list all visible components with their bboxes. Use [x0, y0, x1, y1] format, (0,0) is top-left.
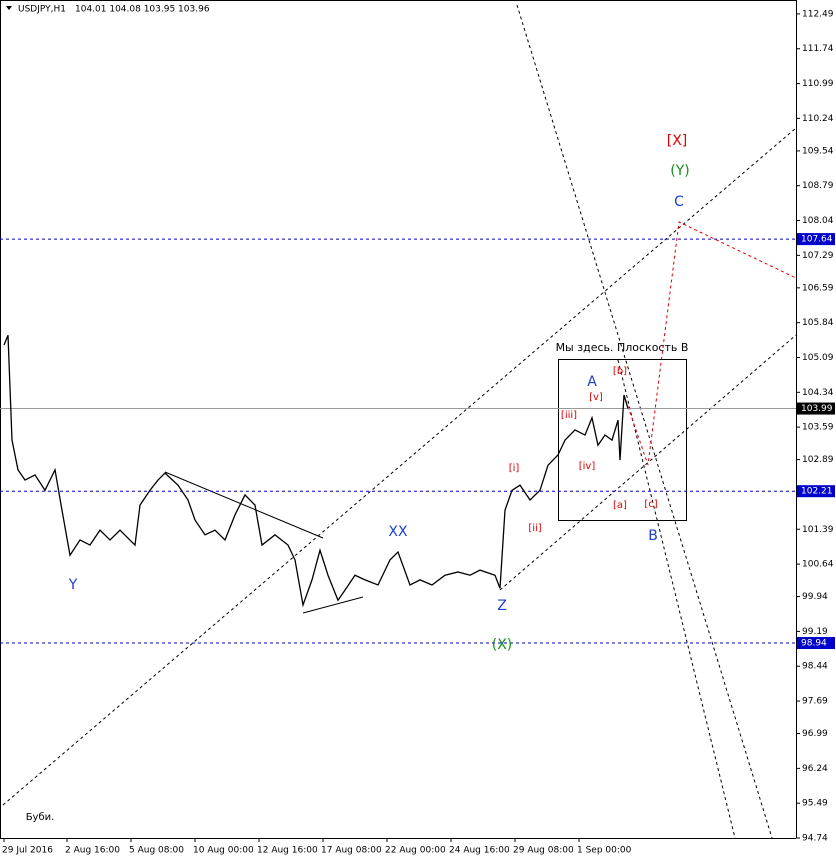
x-tick-label: 29 Aug 08:00 — [513, 846, 574, 856]
projection — [623, 221, 797, 466]
y-tick-label: 108.04 — [802, 216, 834, 226]
y-tick-label: 111.74 — [802, 44, 834, 54]
y-tick-label: 99.19 — [802, 627, 828, 637]
price-line — [3, 334, 629, 608]
icon — [6, 6, 12, 10]
y-tick-label: 108.79 — [802, 181, 834, 191]
x-tick-label: 1 Sep 00:00 — [577, 846, 632, 856]
trend-line — [617, 359, 736, 839]
y-tick-label: 99.94 — [802, 592, 828, 602]
level-tag — [797, 637, 835, 650]
level-label: 102.21 — [801, 487, 833, 497]
y-tick-label: 101.39 — [802, 525, 834, 535]
x-tick-label: 5 Aug 08:00 — [129, 846, 184, 856]
triangle-line — [164, 471, 324, 539]
wave-label: [iv] — [579, 461, 596, 472]
wave-label: Z — [497, 598, 507, 614]
x-tick-label: 2 Aug 16:00 — [65, 846, 120, 856]
ohlc: 104.01 104.08 103.95 103.96 — [75, 5, 210, 15]
y-tick-label: 112.49 — [802, 9, 834, 19]
y-tick-label: 100.64 — [802, 560, 834, 570]
y-tick-label: 95.49 — [802, 799, 828, 809]
y-tick-label: 94.74 — [802, 834, 828, 844]
y-tick-label: 110.24 — [802, 114, 834, 124]
wave-label: [ii] — [528, 523, 541, 534]
y-tick-label: 102.89 — [802, 455, 834, 465]
wave-label: C — [674, 194, 684, 210]
y-tick-label: 96.99 — [802, 729, 828, 739]
y-tick-label: 96.24 — [802, 764, 828, 774]
level-tag — [797, 402, 835, 415]
level-tag — [797, 233, 835, 246]
wave-label: A — [587, 374, 597, 390]
y-tick-label: 105.09 — [802, 353, 834, 363]
box — [558, 359, 687, 521]
wave-label: [c] — [644, 499, 657, 510]
y-tick-label: 104.34 — [802, 388, 834, 398]
wave-label: B — [648, 528, 658, 544]
x-tick-label: 24 Aug 16:00 — [449, 846, 510, 856]
level-tag — [797, 485, 835, 498]
x-tick-label: 29 Jul 2016 — [2, 846, 53, 856]
wave-label: [a] — [613, 500, 627, 511]
wave-label: (X) — [492, 637, 513, 653]
y-tick-label: 109.54 — [802, 146, 834, 156]
level-label: 103.99 — [801, 404, 833, 414]
level-label: 107.64 — [801, 235, 833, 245]
trend-line — [516, 4, 773, 839]
wave-label: [iii] — [561, 410, 577, 421]
wave-label: Буби. — [26, 812, 55, 823]
symbol: USDJPY,H1 — [18, 5, 66, 15]
x-tick-label: 10 Aug 00:00 — [193, 846, 254, 856]
x-tick-label: 12 Aug 16:00 — [257, 846, 318, 856]
y-tick-label: 110.99 — [802, 79, 834, 89]
triangle-line — [302, 596, 364, 614]
x-tick-label: 22 Aug 00:00 — [385, 846, 446, 856]
y-tick-label: 106.59 — [802, 283, 834, 293]
y-tick-label: 107.29 — [802, 251, 834, 261]
wave-label: [X] — [667, 133, 688, 149]
y-tick-label: 103.59 — [802, 423, 834, 433]
channel-line — [499, 334, 797, 591]
level-label: 98.94 — [801, 639, 827, 649]
wave-label: Y — [68, 577, 78, 593]
x-tick-label: 17 Aug 08:00 — [321, 846, 382, 856]
wave-label: (Y) — [670, 163, 689, 179]
wave-label: [b] — [613, 366, 627, 377]
wave-label: Мы здесь. Плоскость В — [556, 341, 689, 354]
wave-label: [i] — [509, 463, 520, 474]
y-tick-label: 105.84 — [802, 318, 834, 328]
drawings — [2, 4, 797, 839]
wave-label: [v] — [589, 392, 603, 403]
y-tick-label: 98.44 — [802, 662, 828, 672]
wave-label: XX — [388, 524, 408, 540]
y-tick-label: 97.69 — [802, 697, 828, 707]
